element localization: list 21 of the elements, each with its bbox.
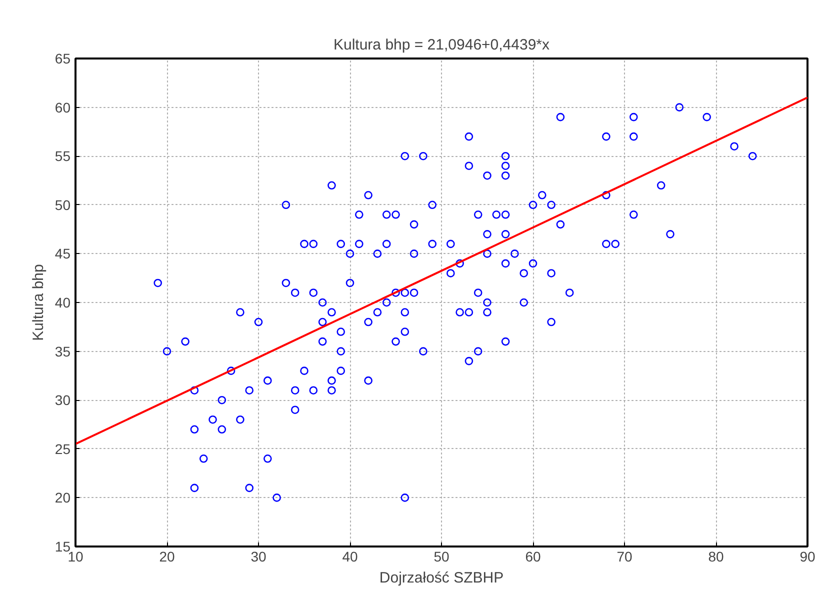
x-tick-label: 80 bbox=[708, 548, 724, 564]
y-tick-label: 40 bbox=[54, 294, 71, 310]
x-tick-label: 30 bbox=[250, 548, 266, 564]
y-axis-title: Kultura bhp bbox=[30, 264, 47, 341]
x-axis-title: Dojrzałość SZBHP bbox=[379, 570, 504, 586]
y-tick-label: 35 bbox=[54, 343, 71, 360]
chart-title: Kultura bhp = 21,0946+0,4439*x bbox=[333, 36, 550, 54]
x-tick-label: 50 bbox=[434, 548, 450, 564]
y-tick-label: 55 bbox=[54, 148, 71, 164]
y-tick-label: 65 bbox=[54, 50, 71, 66]
y-tick-label: 20 bbox=[54, 490, 71, 506]
y-tick-label: 50 bbox=[54, 196, 71, 213]
x-tick-label: 60 bbox=[525, 548, 541, 564]
y-tick-label: 60 bbox=[54, 99, 71, 116]
x-tick-label: 40 bbox=[342, 548, 358, 564]
y-tick-label: 25 bbox=[54, 440, 71, 457]
x-tick-label: 20 bbox=[159, 548, 175, 564]
x-tick-label: 70 bbox=[616, 548, 632, 564]
y-tick-label: 30 bbox=[54, 392, 71, 408]
y-tick-label: 45 bbox=[54, 246, 71, 262]
x-tick-label: 90 bbox=[800, 548, 816, 564]
